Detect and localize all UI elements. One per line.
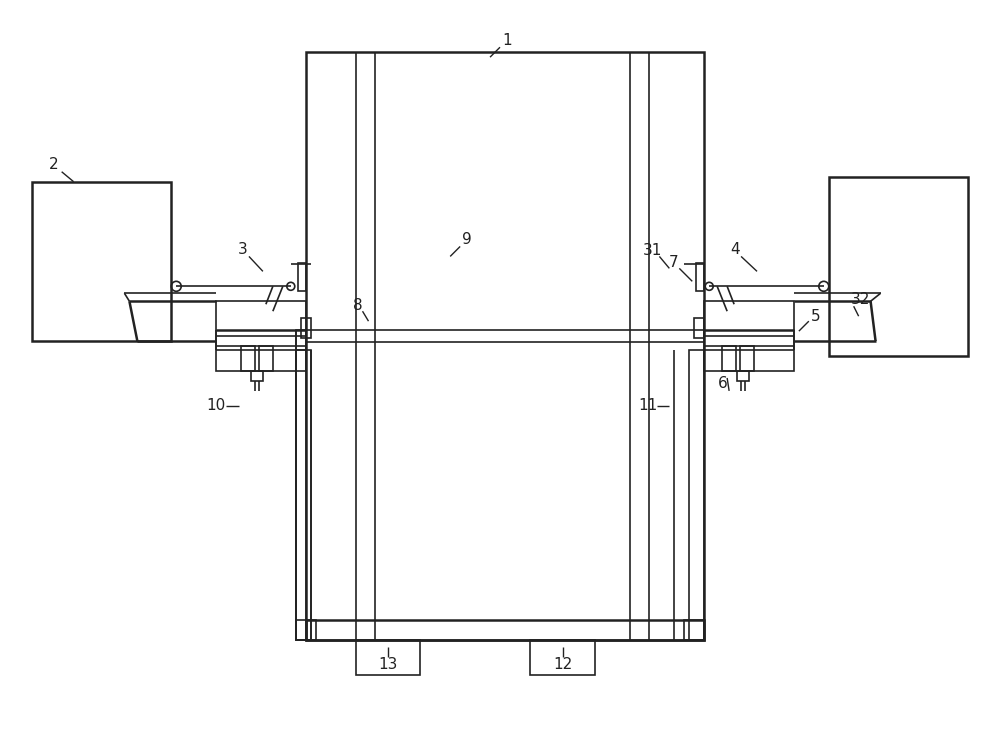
Text: 7: 7 [669,255,678,270]
Bar [251,371,263,381]
Bar [298,263,306,291]
Text: 8: 8 [353,298,362,313]
Bar [694,318,704,338]
Bar [216,301,306,371]
Text: 3: 3 [238,242,248,257]
Bar [829,177,968,356]
Text: 6: 6 [718,376,728,392]
Text: 11: 11 [638,398,657,414]
Text: 1: 1 [502,32,512,48]
Bar [704,301,794,371]
Text: 13: 13 [379,657,398,673]
Bar [306,620,704,640]
Bar [301,318,311,338]
Bar [32,182,171,341]
Bar [740,346,754,371]
Bar [684,620,704,640]
Bar [259,346,273,371]
Bar [356,640,420,675]
Bar [689,350,704,640]
Bar [696,263,704,291]
Bar [296,350,311,640]
Bar [530,640,595,675]
Bar [296,330,306,640]
Text: 10: 10 [206,398,226,414]
Text: 5: 5 [811,308,821,324]
Bar [722,346,736,371]
Text: 31: 31 [643,243,662,258]
Text: 2: 2 [49,158,59,172]
Bar [296,620,316,640]
Text: 9: 9 [462,232,472,247]
Text: 32: 32 [851,291,870,307]
Text: 4: 4 [730,242,740,257]
Bar [241,346,255,371]
Text: 12: 12 [553,657,572,673]
Bar [737,371,749,381]
Bar [306,52,704,640]
